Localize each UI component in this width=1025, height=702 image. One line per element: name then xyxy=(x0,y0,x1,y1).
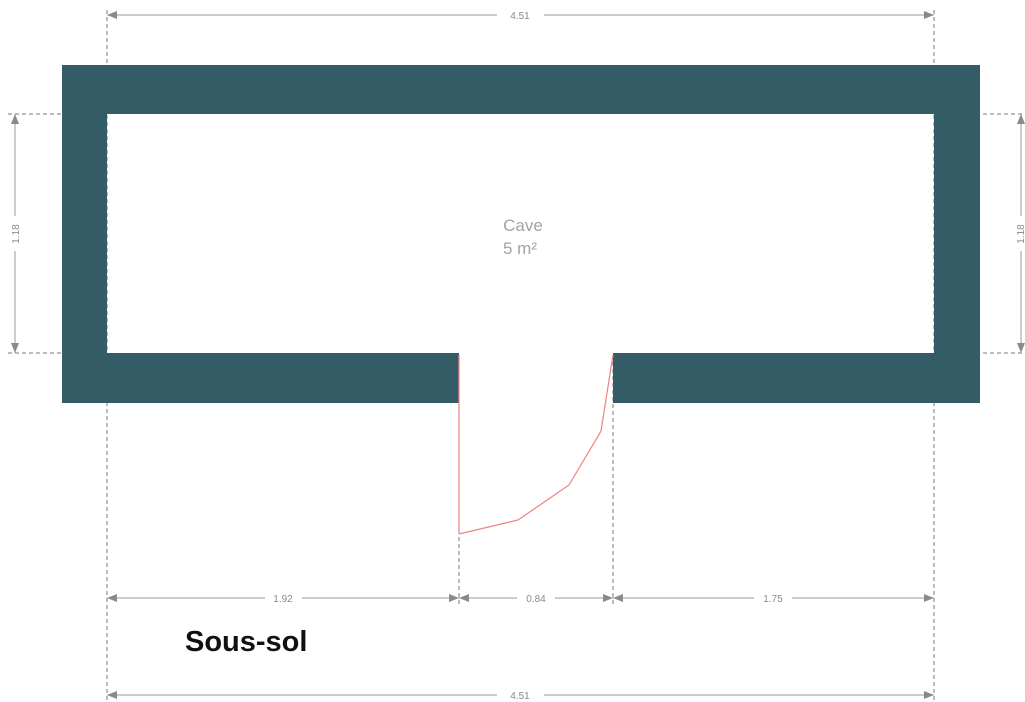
dimension-segment-door-label: 0.84 xyxy=(526,594,546,605)
wall-right xyxy=(934,65,980,403)
wall-bottom-left xyxy=(62,353,459,403)
walls xyxy=(62,65,980,403)
dimension-left-label: 1.18 xyxy=(11,224,22,244)
dimension-left: 1.18 xyxy=(11,114,22,353)
dimension-bottom: 4.51 xyxy=(107,691,934,702)
wall-top xyxy=(62,65,980,114)
level-title: Sous-sol xyxy=(185,626,307,658)
dimension-segment-right-label: 1.75 xyxy=(763,594,783,605)
dimension-top-label: 4.51 xyxy=(510,11,530,22)
dimension-right-label: 1.18 xyxy=(1016,224,1025,244)
dimension-top: 4.51 xyxy=(107,11,934,22)
dimension-segment-left-label: 1.92 xyxy=(273,594,293,605)
dimension-right: 1.18 xyxy=(1016,114,1025,353)
dimension-segments: 1.92 0.84 1.75 xyxy=(107,594,934,605)
dimension-bottom-label: 4.51 xyxy=(510,691,530,702)
room-name: Cave xyxy=(503,216,543,235)
room-area: 5 m² xyxy=(503,239,537,258)
door xyxy=(458,354,614,535)
wall-left xyxy=(62,65,107,403)
wall-bottom-right xyxy=(613,353,980,403)
door-swing-arc xyxy=(458,354,614,535)
